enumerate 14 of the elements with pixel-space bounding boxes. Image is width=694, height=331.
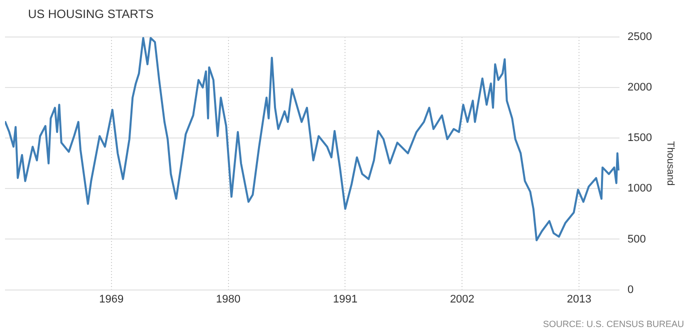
- y-tick-label: 500: [628, 233, 646, 246]
- x-tick-label: 1969: [99, 293, 124, 306]
- y-tick-label: 1000: [628, 182, 652, 195]
- y-tick-label: 2000: [628, 82, 652, 94]
- source-note: SOURCE: U.S. CENSUS BUREAU: [542, 319, 684, 329]
- x-tick-label: 2002: [450, 293, 474, 306]
- x-tick-label: 1980: [216, 293, 241, 306]
- y-tick-label: 0: [628, 284, 634, 296]
- chart-title: US HOUSING STARTS: [28, 7, 154, 21]
- y-axis-title: Thousand: [664, 141, 676, 186]
- y-tick-label: 1500: [628, 132, 652, 144]
- x-tick-label: 2013: [566, 293, 592, 306]
- y-tick-label: 2500: [628, 31, 652, 44]
- x-tick-label: 1991: [332, 293, 358, 306]
